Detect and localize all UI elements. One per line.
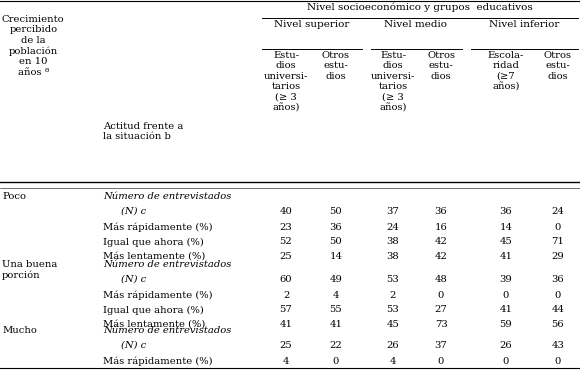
Text: 25: 25 — [280, 340, 292, 350]
Text: 50: 50 — [329, 206, 342, 215]
Text: Otros
estu-
dios: Otros estu- dios — [322, 51, 350, 81]
Text: 53: 53 — [387, 275, 400, 283]
Text: Estu-
dios
universi-
tarios
(≥ 3
años): Estu- dios universi- tarios (≥ 3 años) — [264, 51, 308, 112]
Text: 41: 41 — [499, 306, 513, 314]
Text: (N) c: (N) c — [121, 275, 146, 283]
Text: 4: 4 — [283, 357, 289, 366]
Text: Igual que ahora (%): Igual que ahora (%) — [103, 238, 204, 247]
Text: 38: 38 — [387, 252, 400, 261]
Text: 40: 40 — [280, 206, 292, 215]
Text: Número de entrevistados: Número de entrevistados — [103, 192, 231, 201]
Text: Igual que ahora (%): Igual que ahora (%) — [103, 306, 204, 314]
Text: 22: 22 — [329, 340, 342, 350]
Text: 50: 50 — [329, 238, 342, 246]
Text: 45: 45 — [499, 238, 513, 246]
Text: (N) c: (N) c — [121, 340, 146, 350]
Text: 25: 25 — [280, 252, 292, 261]
Text: 26: 26 — [387, 340, 399, 350]
Text: 49: 49 — [329, 275, 342, 283]
Text: 27: 27 — [434, 306, 447, 314]
Text: 23: 23 — [280, 223, 292, 232]
Text: 45: 45 — [386, 320, 400, 329]
Text: 4: 4 — [333, 291, 339, 300]
Text: 41: 41 — [499, 252, 513, 261]
Text: 56: 56 — [552, 320, 564, 329]
Text: 41: 41 — [280, 320, 292, 329]
Text: 55: 55 — [329, 306, 342, 314]
Text: Más rápidamente (%): Más rápidamente (%) — [103, 223, 213, 232]
Text: 41: 41 — [329, 320, 343, 329]
Text: 0: 0 — [438, 291, 444, 300]
Text: Otros
estu-
dios: Otros estu- dios — [427, 51, 455, 81]
Text: 16: 16 — [434, 223, 447, 232]
Text: Más lentamente (%): Más lentamente (%) — [103, 252, 205, 261]
Text: Nivel socioeconómico y grupos  educativos: Nivel socioeconómico y grupos educativos — [307, 2, 533, 11]
Text: 73: 73 — [434, 320, 447, 329]
Text: 26: 26 — [500, 340, 512, 350]
Text: Poco: Poco — [2, 192, 26, 201]
Text: 52: 52 — [280, 238, 292, 246]
Text: 0: 0 — [555, 223, 561, 232]
Text: Una buena
porción: Una buena porción — [2, 260, 57, 280]
Text: 42: 42 — [434, 238, 447, 246]
Text: Más rápidamente (%): Más rápidamente (%) — [103, 291, 213, 300]
Text: 0: 0 — [555, 291, 561, 300]
Text: 39: 39 — [499, 275, 512, 283]
Text: 2: 2 — [390, 291, 396, 300]
Text: 0: 0 — [438, 357, 444, 366]
Text: Más lentamente (%): Más lentamente (%) — [103, 320, 205, 329]
Text: Nivel inferior: Nivel inferior — [489, 20, 559, 29]
Text: 38: 38 — [387, 238, 400, 246]
Text: 60: 60 — [280, 275, 292, 283]
Text: 36: 36 — [552, 275, 564, 283]
Text: Nivel superior: Nivel superior — [274, 20, 350, 29]
Text: 0: 0 — [503, 291, 509, 300]
Text: 71: 71 — [552, 238, 564, 246]
Text: 0: 0 — [503, 357, 509, 366]
Text: Crecimiento
percibido
de la
población
en 10
años ª: Crecimiento percibido de la población en… — [2, 15, 64, 77]
Text: (N) c: (N) c — [121, 206, 146, 215]
Text: 37: 37 — [434, 340, 447, 350]
Text: Nivel medio: Nivel medio — [385, 20, 448, 29]
Text: Estu-
dios
universi-
tarios
(≥ 3
años): Estu- dios universi- tarios (≥ 3 años) — [371, 51, 415, 112]
Text: 57: 57 — [280, 306, 292, 314]
Text: Mucho: Mucho — [2, 326, 37, 335]
Text: 42: 42 — [434, 252, 447, 261]
Text: Número de entrevistados: Número de entrevistados — [103, 260, 231, 269]
Text: 36: 36 — [500, 206, 512, 215]
Text: 4: 4 — [390, 357, 396, 366]
Text: 29: 29 — [552, 252, 564, 261]
Text: 2: 2 — [283, 291, 289, 300]
Text: 43: 43 — [552, 340, 564, 350]
Text: Más rápidamente (%): Más rápidamente (%) — [103, 357, 213, 367]
Text: 36: 36 — [329, 223, 342, 232]
Text: 59: 59 — [499, 320, 512, 329]
Text: 0: 0 — [333, 357, 339, 366]
Text: 36: 36 — [434, 206, 447, 215]
Text: 24: 24 — [386, 223, 400, 232]
Text: 37: 37 — [387, 206, 400, 215]
Text: Otros
estu-
dios: Otros estu- dios — [544, 51, 572, 81]
Text: Número de entrevistados: Número de entrevistados — [103, 326, 231, 335]
Text: 44: 44 — [552, 306, 564, 314]
Text: Escola-
ridad
(≥7
años): Escola- ridad (≥7 años) — [488, 51, 524, 91]
Text: 48: 48 — [434, 275, 447, 283]
Text: 14: 14 — [499, 223, 513, 232]
Text: Actitud frente a
la situación b: Actitud frente a la situación b — [103, 122, 183, 141]
Text: 14: 14 — [329, 252, 343, 261]
Text: 53: 53 — [387, 306, 400, 314]
Text: 24: 24 — [552, 206, 564, 215]
Text: 0: 0 — [555, 357, 561, 366]
